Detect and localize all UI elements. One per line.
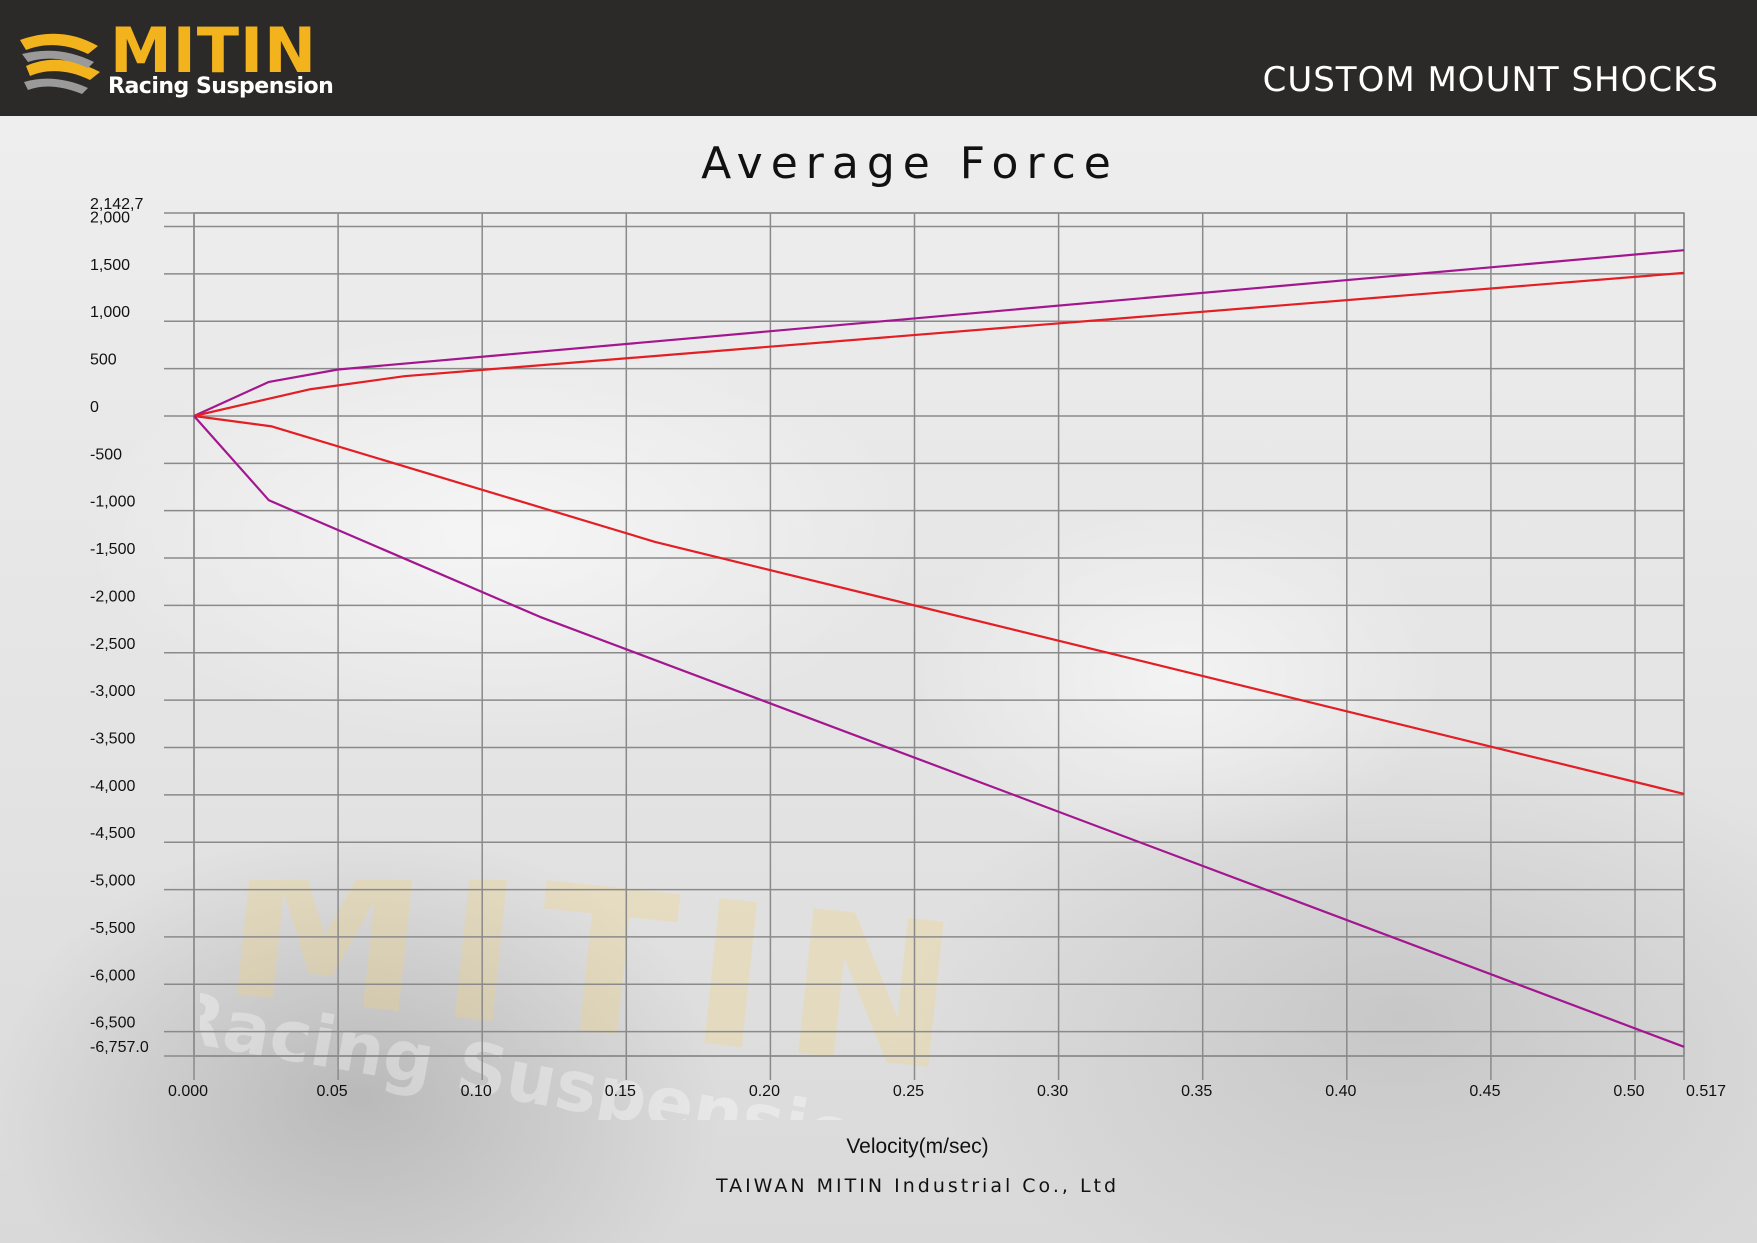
chart-title: Average Force bbox=[701, 138, 1119, 189]
y-tick-label: 0 bbox=[90, 399, 99, 416]
y-tick-label: -1,500 bbox=[90, 541, 135, 558]
y-tick-label: 500 bbox=[90, 352, 117, 369]
y-tick-label: 1,000 bbox=[90, 304, 130, 321]
y-tick-label: -3,500 bbox=[90, 730, 135, 747]
brand-tagline: Racing Suspension bbox=[108, 74, 334, 99]
y-tick-label: 2,142,7 bbox=[90, 196, 143, 213]
x-tick-label: 0.15 bbox=[605, 1083, 636, 1100]
y-tick-label: -1,000 bbox=[90, 494, 135, 511]
mitin-emblem-icon bbox=[20, 33, 100, 94]
series-line-3 bbox=[193, 414, 1685, 795]
brand-name: MITIN bbox=[110, 14, 318, 87]
brand-logo: MITIN Racing Suspension bbox=[18, 20, 338, 100]
y-tick-label: -2,500 bbox=[90, 636, 135, 653]
x-tick-label: 0.40 bbox=[1325, 1083, 1356, 1100]
x-tick-label: 0.10 bbox=[461, 1083, 492, 1100]
y-tick-label: -5,500 bbox=[90, 920, 135, 937]
header-bar: MITIN Racing Suspension CUSTOM MOUNT SHO… bbox=[0, 0, 1757, 116]
x-tick-label: 0.35 bbox=[1181, 1083, 1212, 1100]
footer-company: TAIWAN MITIN Industrial Co., Ltd bbox=[715, 1175, 1120, 1197]
y-tick-label: -2,000 bbox=[90, 588, 135, 605]
y-tick-label: -6,500 bbox=[90, 1015, 135, 1032]
series-line-4 bbox=[193, 415, 1685, 1048]
plot-frame bbox=[193, 212, 1685, 1057]
header-title: CUSTOM MOUNT SHOCKS bbox=[1262, 60, 1719, 100]
y-tick-label: -3,000 bbox=[90, 683, 135, 700]
background-photo bbox=[0, 116, 1757, 1243]
series-line-1 bbox=[193, 249, 1685, 418]
x-tick-label: 0.30 bbox=[1037, 1083, 1068, 1100]
y-tick-label: 1,500 bbox=[90, 257, 130, 274]
series-line-2 bbox=[193, 271, 1685, 418]
x-tick-label: 0.05 bbox=[317, 1083, 348, 1100]
y-tick-label: -4,500 bbox=[90, 825, 135, 842]
y-tick-label: -4,000 bbox=[90, 778, 135, 795]
x-tick-label: 0.000 bbox=[168, 1083, 208, 1100]
x-tick-label: 0.25 bbox=[893, 1083, 924, 1100]
y-tick-label: -6,757.0 bbox=[90, 1039, 149, 1056]
x-tick-label: 0.50 bbox=[1613, 1083, 1644, 1100]
x-tick-label: 0.20 bbox=[749, 1083, 780, 1100]
x-tick-label: 0.517 bbox=[1686, 1083, 1726, 1100]
x-tick-label: 0.45 bbox=[1469, 1083, 1500, 1100]
y-tick-label: -500 bbox=[90, 446, 122, 463]
y-tick-label: 2,000 bbox=[90, 210, 130, 227]
y-tick-label: -6,000 bbox=[90, 967, 135, 984]
y-tick-label: -5,000 bbox=[90, 873, 135, 890]
x-axis-label: Velocity(m/sec) bbox=[846, 1135, 989, 1158]
